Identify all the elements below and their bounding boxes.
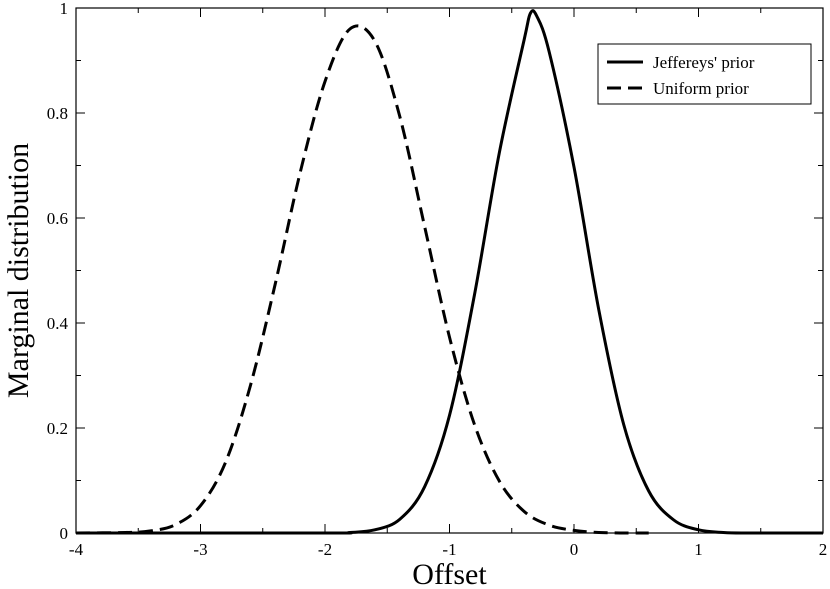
x-axis-title: Offset xyxy=(412,558,487,589)
x-tick-label: -2 xyxy=(318,540,332,559)
x-tick-label: 1 xyxy=(694,540,703,559)
legend-label-uniform: Uniform prior xyxy=(653,79,749,98)
series-line-uniform xyxy=(75,24,649,535)
x-tick-label: 0 xyxy=(570,540,579,559)
series-line-jeffreys xyxy=(75,9,824,535)
series-layer xyxy=(75,9,824,535)
legend: Jeffereys' prior Uniform prior xyxy=(597,43,812,105)
x-tick-label: 2 xyxy=(819,540,828,559)
y-tick-label: 1 xyxy=(60,0,69,18)
y-tick-label: 0.8 xyxy=(47,104,68,123)
legend-box xyxy=(597,43,812,105)
x-tick-label: -1 xyxy=(442,540,456,559)
x-tick-label: -4 xyxy=(69,540,84,559)
y-tick-label: 0.2 xyxy=(47,419,68,438)
ticks-layer: -4 -3 -2 -1 0 1 2 0 0.2 0.4 0.6 0.8 1 xyxy=(47,0,828,559)
y-tick-label: 0 xyxy=(60,524,69,543)
y-axis-title: Marginal distribution xyxy=(2,143,35,398)
y-tick-label: 0.4 xyxy=(47,314,69,333)
x-tick-label: -3 xyxy=(193,540,207,559)
legend-label-jeffreys: Jeffereys' prior xyxy=(653,53,755,72)
y-tick-label: 0.6 xyxy=(47,209,68,228)
